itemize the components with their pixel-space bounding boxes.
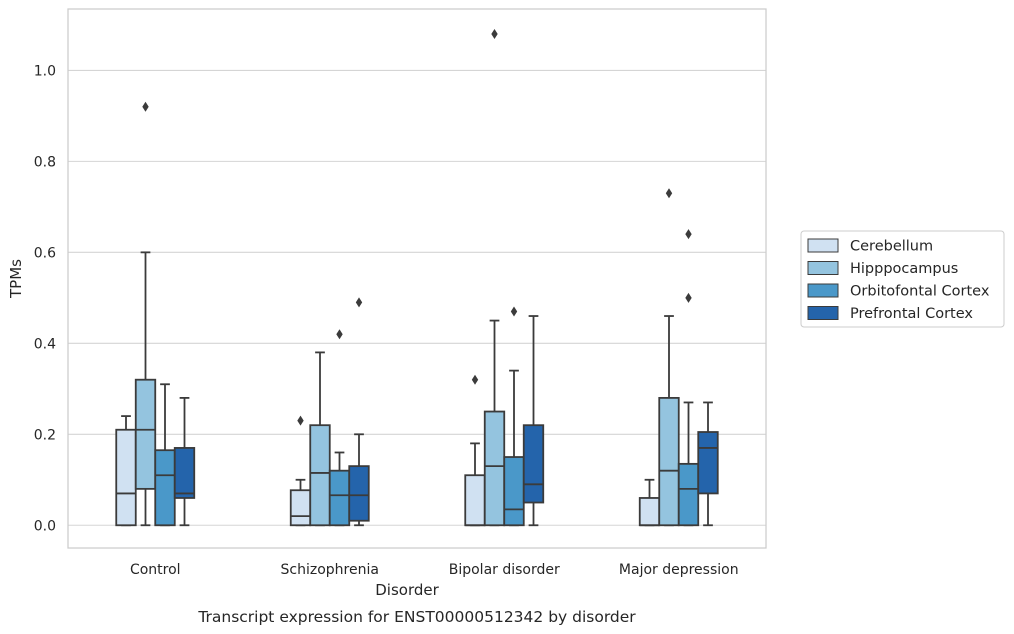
y-tick-label: 0.4 (34, 336, 56, 352)
box-cerebellum (638, 478, 661, 527)
outlier-point (665, 188, 673, 199)
box-cerebellum (464, 374, 486, 527)
box-prefrontal-cortex (522, 315, 545, 527)
legend-swatch (807, 238, 839, 253)
box-cerebellum (115, 415, 137, 527)
y-tick-label: 0.2 (34, 427, 56, 443)
x-tick-labels: Control Schizophrenia Bipolar disorder Majo… (130, 562, 739, 578)
iqr-box (638, 497, 661, 527)
box-cerebellum (289, 415, 312, 527)
legend-frame (800, 230, 1005, 328)
outlier-point (471, 374, 479, 385)
box-orbitofontal-cortex (328, 329, 351, 527)
iqr-box (309, 424, 331, 527)
iqr-box (677, 462, 700, 527)
legend-entry-label: Hipppocampus (850, 261, 958, 277)
iqr-box (289, 489, 312, 527)
x-tick-label: Major depression (619, 562, 739, 578)
iqr-box (503, 456, 525, 527)
y-tick-label: 0.0 (34, 518, 56, 534)
iqr-box (464, 474, 486, 527)
legend-entry-label: Prefrontal Cortex (850, 306, 973, 322)
iqr-box (115, 428, 137, 527)
box-hipppocampus (309, 351, 331, 527)
plot-frame (67, 8, 767, 549)
outlier-point (491, 29, 498, 40)
figure-caption: Transcript expression for ENST0000051234… (197, 608, 636, 626)
outlier-point (336, 329, 343, 340)
y-tick-label: 1.0 (34, 63, 56, 79)
iqr-box (134, 378, 157, 490)
iqr-box (154, 449, 176, 527)
outlier-point (685, 292, 692, 303)
x-axis-label: Disorder (375, 581, 439, 599)
box-orbitofontal-cortex (154, 383, 176, 527)
boxes (115, 29, 719, 527)
x-tick-label: Control (130, 562, 181, 578)
legend-swatch (807, 283, 839, 298)
iqr-box (348, 465, 370, 522)
x-tick-label: Bipolar disorder (449, 562, 560, 578)
box-prefrontal-cortex (697, 401, 719, 527)
outlier-point (355, 297, 363, 308)
y-axis-label: TPMs (7, 259, 25, 299)
y-tick-label: 0.6 (34, 245, 56, 261)
legend: Cerebellum Hipppocampus Orbitofontal Corte… (800, 230, 1005, 328)
legend-swatch (807, 306, 839, 320)
legend-entry-label: Cerebellum (850, 239, 933, 255)
box-prefrontal-cortex (348, 297, 370, 527)
y-tick-label: 0.8 (34, 154, 56, 170)
box-hipppocampus (658, 188, 680, 527)
box-orbitofontal-cortex (503, 306, 525, 527)
x-tick-label: Schizophrenia (281, 562, 379, 578)
legend-swatch (807, 261, 839, 275)
iqr-box (173, 447, 196, 499)
box-orbitofontal-cortex (677, 229, 700, 527)
box-hipppocampus (134, 101, 157, 527)
iqr-box (522, 424, 545, 504)
box-prefrontal-cortex (173, 396, 196, 527)
y-tick-labels: 0.0 0.2 0.4 0.6 0.8 1.0 (34, 63, 56, 534)
outlier-point (685, 229, 692, 240)
legend-entry-label: Orbitofontal Cortex (850, 284, 990, 300)
iqr-box (328, 469, 351, 527)
outlier-point (142, 101, 149, 112)
box-hipppocampus (483, 29, 506, 527)
outlier-point (297, 415, 304, 426)
iqr-box (658, 396, 680, 527)
outlier-point (510, 306, 518, 317)
iqr-box (697, 431, 719, 495)
iqr-box (483, 410, 506, 527)
